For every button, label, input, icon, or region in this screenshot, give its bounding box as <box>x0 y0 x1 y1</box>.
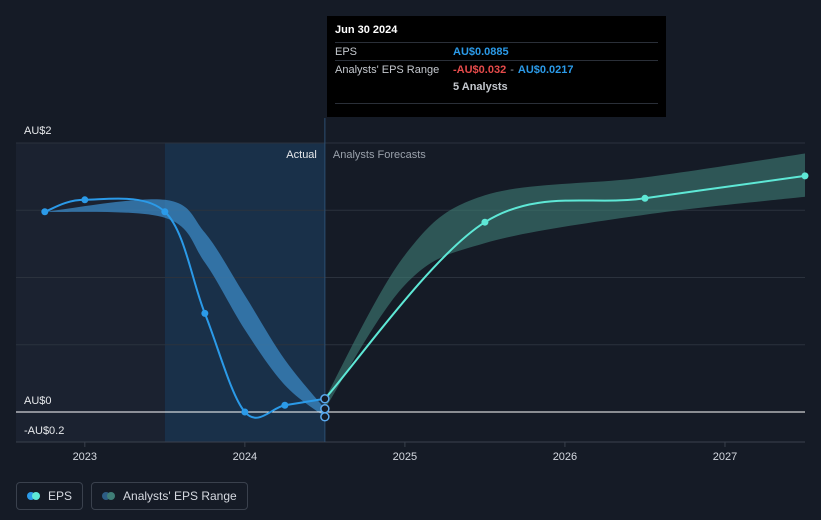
divider-marker-0 <box>320 394 330 404</box>
legend-range-toggle[interactable]: Analysts' EPS Range <box>91 482 248 510</box>
legend: EPS Analysts' EPS Range <box>16 482 248 510</box>
eps-point-1-3 <box>801 172 809 180</box>
legend-range-label: Analysts' EPS Range <box>123 489 237 503</box>
tooltip-eps-value: AU$0.0885 <box>453 45 509 58</box>
y-axis-label-1: AU$0 <box>24 395 52 407</box>
tooltip-eps-label: EPS <box>335 45 358 58</box>
tooltip-range-separator: - <box>510 63 514 76</box>
past-period-shade <box>16 143 165 442</box>
eps-point-0-3 <box>201 309 209 317</box>
tooltip-date: Jun 30 2024 <box>335 24 398 36</box>
range-swatch-icon <box>102 492 116 500</box>
eps-range-band-1 <box>324 153 805 409</box>
eps-point-0-0 <box>41 208 49 216</box>
actual-label: Actual <box>286 149 317 161</box>
tooltip-range-label: Analysts' EPS Range <box>335 63 440 76</box>
eps-point-1-1 <box>481 218 489 226</box>
eps-point-0-5 <box>281 401 289 409</box>
tooltip-analysts-row: 5 Analysts <box>335 78 658 95</box>
eps-line-1 <box>324 174 806 400</box>
x-tick-label-2024: 2024 <box>233 451 257 463</box>
x-tick-label-2027: 2027 <box>713 451 737 463</box>
tooltip-range-high: AU$0.0217 <box>517 63 574 76</box>
tooltip-range-low: -AU$0.032 <box>453 63 507 76</box>
legend-eps-toggle[interactable]: EPS <box>16 482 84 510</box>
eps-point-0-1 <box>81 196 89 204</box>
x-tick-label-2025: 2025 <box>393 451 417 463</box>
x-tick-label-2023: 2023 <box>73 451 97 463</box>
eps-point-0-4 <box>241 408 249 416</box>
eps-point-0-2 <box>161 208 169 216</box>
x-tick-label-2026: 2026 <box>553 451 577 463</box>
tooltip-divider <box>335 103 658 104</box>
tooltip: Jun 30 2024 EPS AU$0.0885 Analysts' EPS … <box>327 16 666 117</box>
y-axis-label-2: -AU$0.2 <box>24 425 64 437</box>
eps-point-1-2 <box>641 194 649 202</box>
tooltip-eps-row: EPS AU$0.0885 <box>335 42 658 60</box>
divider-marker-1 <box>320 404 330 414</box>
forecast-label: Analysts Forecasts <box>333 149 426 161</box>
tooltip-analysts-count: 5 Analysts <box>453 80 508 93</box>
eps-range-band-0 <box>44 199 325 417</box>
y-axis-label-0: AU$2 <box>24 125 52 137</box>
tooltip-range-row: Analysts' EPS Range -AU$0.032 - AU$0.021… <box>335 60 658 78</box>
eps-swatch-icon <box>27 492 40 500</box>
divider-marker-2 <box>320 412 330 422</box>
legend-eps-label: EPS <box>48 489 73 503</box>
